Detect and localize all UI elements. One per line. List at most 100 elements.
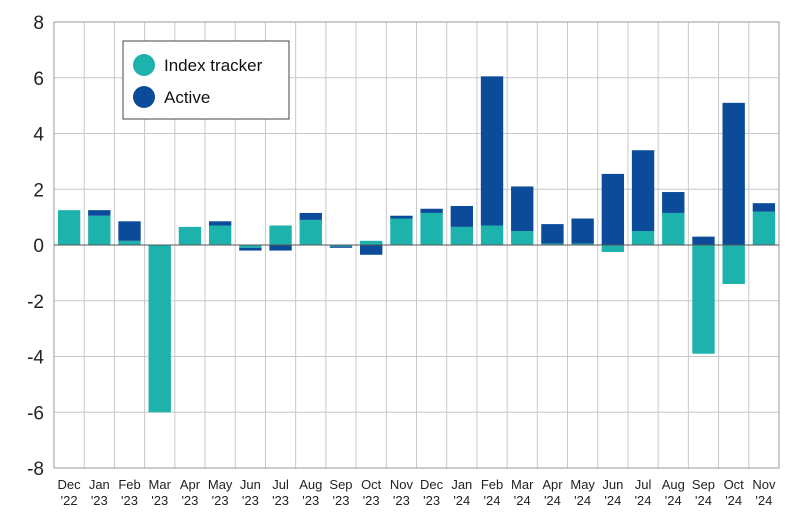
x-tick-label-month: Mar	[511, 477, 534, 492]
x-tick-label-year: '23	[272, 493, 289, 508]
x-tick-label-month: Feb	[118, 477, 140, 492]
x-tick-label-year: '24	[725, 493, 742, 508]
x-tick-label-year: '24	[604, 493, 621, 508]
bar-index-tracker	[390, 218, 413, 245]
bar-index-tracker	[631, 231, 655, 245]
x-tick-label-year: '23	[181, 493, 198, 508]
y-tick-label: 6	[33, 69, 44, 90]
legend: Index tracker Active	[122, 40, 290, 120]
x-tick-label-month: Nov	[390, 477, 414, 492]
bar-active	[480, 76, 504, 226]
x-tick-label-year: '24	[484, 493, 501, 508]
bar-active	[88, 210, 111, 216]
x-tick-label-month: Jan	[451, 477, 472, 492]
bar-index-tracker	[601, 245, 625, 252]
y-tick-label: -2	[27, 292, 44, 313]
bar-active	[299, 212, 322, 220]
y-axis: -8 -6 -4 -2 0 2 4 6 8	[27, 13, 44, 480]
bar-active	[420, 208, 443, 213]
x-tick-label-year: '24	[695, 493, 712, 508]
x-tick-label-month: Feb	[481, 477, 503, 492]
bar-index-tracker	[662, 212, 685, 245]
bar-index-tracker	[208, 225, 232, 245]
bar-index-tracker	[239, 245, 262, 248]
bar-index-tracker	[360, 240, 383, 245]
bar-active	[601, 173, 625, 245]
legend-label: Active	[164, 88, 210, 107]
bar-index-tracker	[178, 226, 202, 245]
bar-index-tracker	[57, 210, 81, 245]
x-tick-label-month: Dec	[58, 477, 82, 492]
x-tick-label-year: '24	[665, 493, 682, 508]
bar-active	[722, 102, 745, 246]
bar-active	[390, 215, 413, 219]
x-tick-label-year: '23	[423, 493, 440, 508]
bar-active	[450, 205, 473, 227]
bar-index-tracker	[511, 231, 534, 245]
bar-active	[541, 224, 564, 244]
bar-active	[269, 245, 292, 251]
y-tick-label: 2	[33, 180, 44, 201]
x-tick-label-month: Mar	[149, 477, 172, 492]
x-tick-label-month: Jul	[272, 477, 289, 492]
bar-active	[118, 221, 141, 241]
bar-active	[360, 245, 383, 255]
x-tick-label-month: Oct	[361, 477, 382, 492]
bar-index-tracker	[118, 240, 141, 245]
x-tick-label-year: '24	[574, 493, 591, 508]
bar-active	[631, 150, 655, 232]
x-tick-label-year: '23	[393, 493, 410, 508]
bar-index-tracker	[722, 245, 745, 285]
x-tick-label-year: '24	[755, 493, 772, 508]
bar-active	[692, 236, 715, 245]
y-tick-label: -4	[27, 348, 44, 369]
y-tick-label: -8	[27, 459, 44, 480]
y-tick-label: 4	[33, 125, 44, 146]
bar-active	[662, 192, 685, 213]
x-tick-label-month: Jun	[240, 477, 261, 492]
x-tick-label-year: '23	[333, 493, 350, 508]
x-tick-label-month: Aug	[299, 477, 322, 492]
x-axis: Dec'22Jan'23Feb'23Mar'23Apr'23May'23Jun'…	[58, 477, 776, 508]
legend-marker	[133, 86, 155, 108]
bar-active	[208, 221, 232, 226]
bar-active	[571, 218, 594, 244]
x-tick-label-year: '23	[91, 493, 108, 508]
legend-label: Index tracker	[164, 56, 263, 75]
x-tick-label-year: '23	[302, 493, 319, 508]
bar-index-tracker	[480, 225, 504, 245]
x-tick-label-month: May	[208, 477, 233, 492]
x-tick-label-year: '24	[514, 493, 531, 508]
x-tick-label-month: May	[570, 477, 595, 492]
x-tick-label-year: '24	[635, 493, 652, 508]
x-tick-label-year: '23	[363, 493, 380, 508]
x-tick-label-year: '22	[61, 493, 78, 508]
x-tick-label-month: Sep	[329, 477, 352, 492]
bar-active	[239, 247, 262, 251]
legend-marker	[133, 54, 155, 76]
x-tick-label-month: Apr	[180, 477, 201, 492]
bar-active	[752, 203, 776, 212]
bar-index-tracker	[299, 219, 322, 245]
y-tick-label: 0	[33, 236, 44, 257]
x-tick-label-year: '23	[121, 493, 138, 508]
bar-index-tracker	[420, 212, 443, 245]
x-tick-label-month: Apr	[542, 477, 563, 492]
x-tick-label-year: '23	[242, 493, 259, 508]
x-tick-label-year: '24	[544, 493, 561, 508]
x-tick-label-year: '24	[453, 493, 470, 508]
x-tick-label-year: '23	[151, 493, 168, 508]
bar-index-tracker	[752, 211, 776, 245]
bar-active	[329, 246, 353, 248]
x-tick-label-month: Jun	[602, 477, 623, 492]
bar-index-tracker	[571, 243, 594, 245]
x-tick-label-month: Jul	[635, 477, 652, 492]
bar-index-tracker	[269, 225, 292, 245]
bar-active	[511, 186, 534, 232]
x-tick-label-month: Oct	[724, 477, 745, 492]
bars	[57, 76, 776, 413]
bar-index-tracker	[148, 245, 171, 413]
bar-index-tracker	[329, 245, 353, 247]
bar-index-tracker	[541, 243, 564, 245]
